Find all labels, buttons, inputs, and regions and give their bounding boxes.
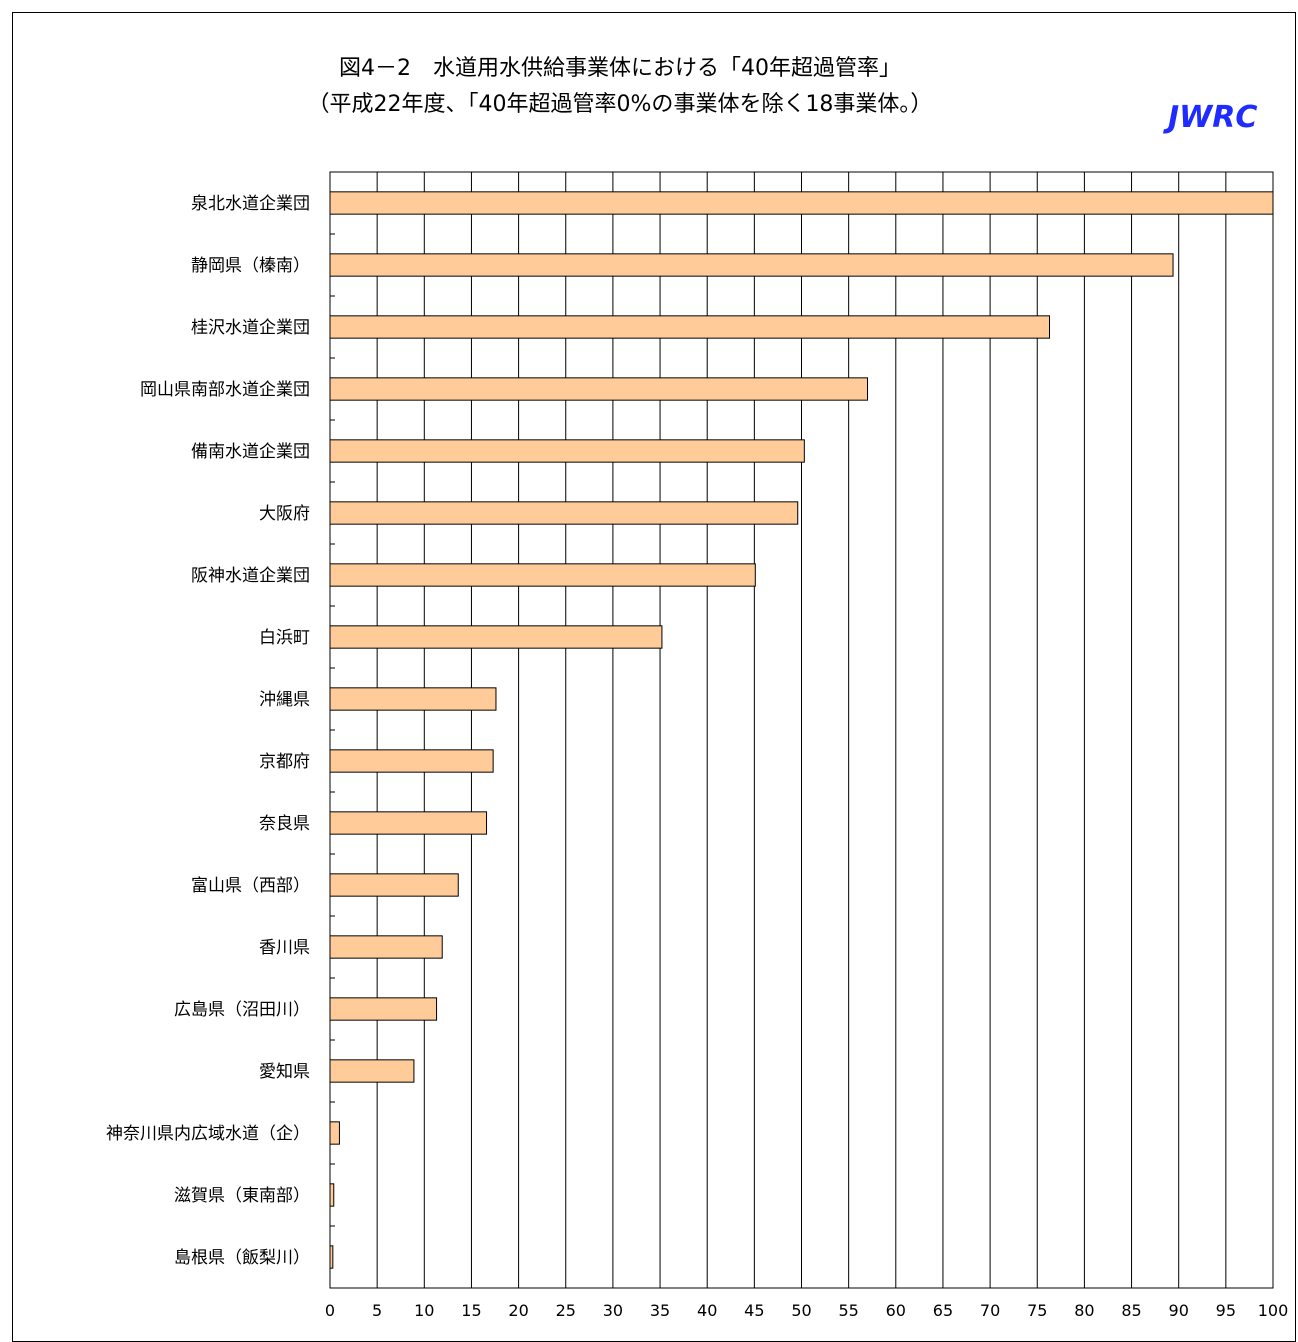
- x-tick-label: 100: [1258, 1301, 1289, 1320]
- bar: [329, 1245, 334, 1269]
- category-label: 島根県（飯梨川）: [174, 1248, 310, 1268]
- category-label: 神奈川県内広域水道（企）: [106, 1124, 310, 1144]
- bar: [329, 501, 799, 525]
- x-tick-label: 95: [1216, 1301, 1236, 1320]
- bar: [329, 749, 494, 773]
- x-tick-label: 0: [325, 1301, 335, 1320]
- x-tick-label: 60: [886, 1301, 906, 1320]
- category-label: 沖縄県: [259, 690, 310, 710]
- category-label: 京都府: [259, 752, 310, 772]
- category-label: 滋賀県（東南部）: [174, 1186, 310, 1206]
- bar: [329, 873, 459, 897]
- category-label: 静岡県（榛南）: [191, 256, 310, 276]
- category-label: 富山県（西部）: [191, 876, 310, 896]
- x-tick-label: 45: [744, 1301, 764, 1320]
- bar: [329, 377, 869, 401]
- chart-title: 図4－2 水道用水供給事業体における「40年超過管率」: [339, 56, 901, 81]
- category-label: 桂沢水道企業団: [191, 318, 310, 338]
- x-tick-label: 30: [603, 1301, 623, 1320]
- chart-subtitle: （平成22年度、「40年超過管率0%の事業体を除く18事業体。）: [307, 92, 933, 117]
- x-tick-label: 85: [1121, 1301, 1141, 1320]
- category-label: 大阪府: [259, 504, 310, 524]
- x-tick-label: 80: [1074, 1301, 1094, 1320]
- bar: [329, 191, 1274, 215]
- category-label: 岡山県南部水道企業団: [140, 380, 310, 400]
- bar: [329, 811, 488, 835]
- x-tick-label: 15: [461, 1301, 481, 1320]
- x-tick-label: 55: [838, 1301, 858, 1320]
- x-tick-label: 65: [933, 1301, 953, 1320]
- bar: [329, 935, 443, 959]
- bar: [329, 1059, 415, 1083]
- x-tick-label: 25: [556, 1301, 576, 1320]
- bar: [329, 563, 756, 587]
- bar: [329, 625, 663, 649]
- x-tick-label: 90: [1169, 1301, 1189, 1320]
- x-tick-label: 20: [508, 1301, 528, 1320]
- category-label: 備南水道企業団: [191, 442, 310, 462]
- x-tick-label: 5: [372, 1301, 382, 1320]
- x-tick-label: 10: [414, 1301, 434, 1320]
- category-label: 白浜町: [259, 628, 310, 648]
- bar: [329, 997, 438, 1021]
- category-label: 泉北水道企業団: [191, 194, 310, 214]
- category-label: 阪神水道企業団: [191, 566, 310, 586]
- jwrc-logo: JWRC: [1168, 100, 1258, 135]
- bar: [329, 439, 805, 463]
- category-label: 奈良県: [259, 814, 310, 834]
- x-tick-label: 40: [697, 1301, 717, 1320]
- category-label: 広島県（沼田川）: [174, 1000, 310, 1020]
- category-label: 香川県: [259, 938, 310, 958]
- bar: [329, 315, 1051, 339]
- x-tick-label: 35: [650, 1301, 670, 1320]
- bar: [329, 687, 497, 711]
- x-tick-label: 75: [1027, 1301, 1047, 1320]
- category-label: 愛知県: [259, 1062, 310, 1082]
- bar: [329, 1121, 340, 1145]
- bar: [329, 1183, 335, 1207]
- bar: [329, 253, 1174, 277]
- x-tick-label: 70: [980, 1301, 1000, 1320]
- x-tick-label: 50: [791, 1301, 811, 1320]
